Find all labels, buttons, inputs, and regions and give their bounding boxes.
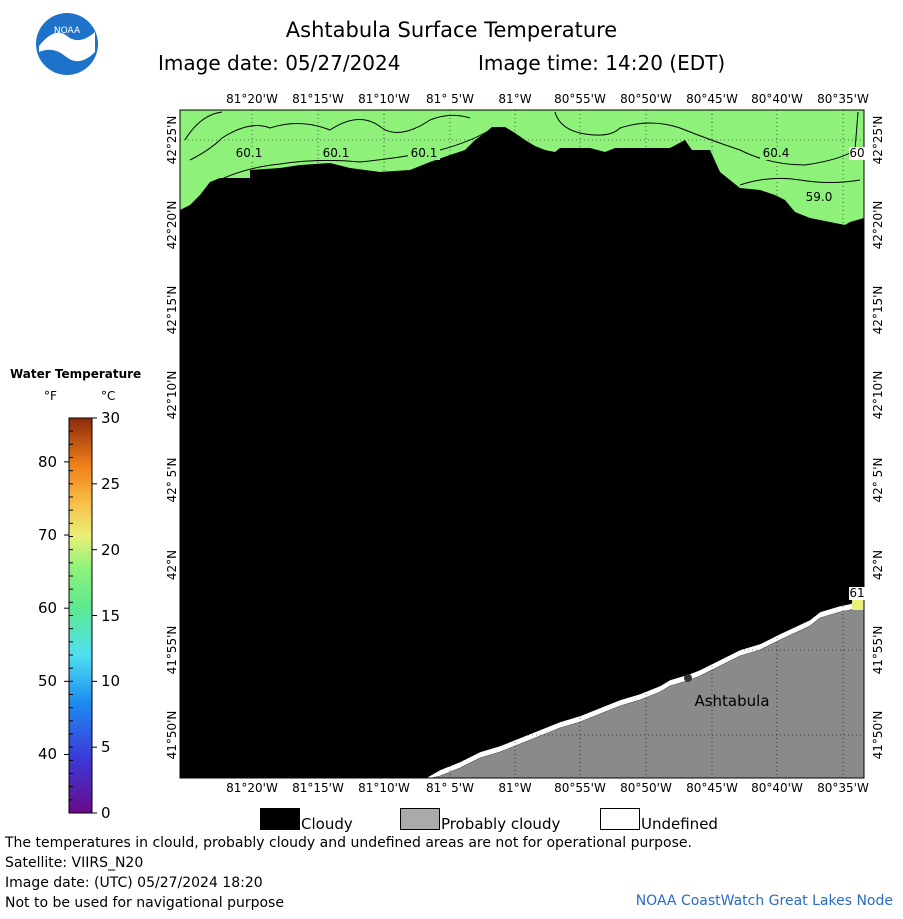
legend-f-tick: 80 [38, 452, 58, 471]
lat-label-right: 41°55'N [871, 626, 885, 675]
legend-colorbar [64, 417, 97, 814]
lon-label-top: 81°15'W [292, 92, 344, 106]
map-title: Ashtabula Surface Temperature [285, 18, 618, 42]
lon-label-top: 80°45'W [686, 92, 738, 106]
land-area [432, 604, 864, 778]
lon-label-top: 81° 5'W [426, 92, 474, 106]
legend-f-tick: 50 [38, 672, 58, 691]
footer-notice: The temperatures in clould, probably clo… [5, 835, 692, 851]
city-label: Ashtabula [694, 692, 769, 710]
lat-label-right: 42°25'N [871, 116, 885, 165]
contour-label: 60.4 [763, 146, 790, 160]
footer-utc-date: Image date: (UTC) 05/27/2024 18:20 [5, 875, 263, 891]
legend-c-tick: 10 [101, 672, 121, 691]
lat-label-left: 42° 5'N [165, 458, 179, 503]
lat-label-left: 42°15'N [165, 286, 179, 335]
city-marker-icon [684, 674, 692, 682]
legend-c-tick: 25 [101, 474, 121, 493]
key-cloudy-swatch [260, 808, 300, 830]
cloud-mask [180, 127, 864, 778]
legend-c-tick: 5 [101, 738, 111, 757]
legend-f-tick: 70 [38, 526, 58, 545]
lat-label-left: 41°50'N [165, 711, 179, 760]
logo-text: NOAA [54, 26, 81, 36]
legend-f-tick: 60 [38, 599, 58, 618]
footer-credit: NOAA CoastWatch Great Lakes Node [635, 893, 893, 909]
legend-c-tick: 0 [101, 804, 111, 822]
lon-label-bottom: 81° 5'W [426, 781, 474, 795]
lon-label-top: 81°10'W [358, 92, 410, 106]
lon-label-bottom: 80°50'W [620, 781, 672, 795]
contour-label: 60.1 [323, 146, 350, 160]
legend-c-tick: 30 [101, 409, 121, 427]
lat-label-right: 42°N [871, 550, 885, 580]
lon-label-bottom: 80°35'W [817, 781, 869, 795]
image-date: Image date: 05/27/2024 [158, 51, 401, 75]
lon-label-top: 81°20'W [226, 92, 278, 106]
lat-label-left: 42°10'N [165, 371, 179, 420]
contour-label: 60.1 [236, 146, 263, 160]
legend-f-tick: 40 [38, 745, 58, 764]
lon-label-bottom: 81°W [498, 781, 531, 795]
lon-label-top: 80°40'W [751, 92, 803, 106]
lon-label-top: 80°55'W [554, 92, 606, 106]
lon-label-bottom: 81°10'W [358, 781, 410, 795]
lon-label-top: 80°35'W [817, 92, 869, 106]
lat-label-left: 42°N [165, 550, 179, 580]
legend-title: Water Temperature [10, 367, 142, 381]
lat-label-right: 42°20'N [871, 201, 885, 250]
image-time: Image time: 14:20 (EDT) [478, 51, 726, 75]
footer-nav-warning: Not to be used for navigational purpose [5, 895, 284, 911]
footer-satellite: Satellite: VIIRS_N20 [5, 855, 144, 871]
unit-celsius: °C [101, 389, 116, 403]
lon-label-bottom: 80°45'W [686, 781, 738, 795]
lat-label-left: 42°20'N [165, 201, 179, 250]
key-probably-cloudy-label: Probably cloudy [441, 815, 561, 833]
lat-label-left: 42°25'N [165, 116, 179, 165]
noaa-logo-icon: NOAA [36, 13, 98, 75]
lat-label-right: 42°10'N [871, 371, 885, 420]
contour-label: 60.1 [411, 146, 438, 160]
lon-label-bottom: 81°20'W [226, 781, 278, 795]
lat-label-left: 41°55'N [165, 626, 179, 675]
lon-label-bottom: 81°15'W [292, 781, 344, 795]
contour-label: 59.0 [806, 190, 833, 204]
unit-fahrenheit: °F [44, 389, 57, 403]
key-probably-cloudy-swatch [400, 808, 440, 830]
lon-label-top: 80°50'W [620, 92, 672, 106]
contour-label: 61 [849, 586, 864, 600]
legend-c-tick: 20 [101, 540, 121, 559]
lon-label-bottom: 80°40'W [751, 781, 803, 795]
key-undefined-swatch [600, 808, 640, 830]
contour-label: 60 [849, 146, 864, 160]
lat-label-right: 41°50'N [871, 711, 885, 760]
key-undefined-label: Undefined [641, 815, 718, 833]
legend-c-tick: 15 [101, 606, 121, 625]
lon-label-top: 81°W [498, 92, 531, 106]
lat-label-right: 42° 5'N [871, 458, 885, 503]
lat-label-right: 42°15'N [871, 286, 885, 335]
lon-label-bottom: 80°55'W [554, 781, 606, 795]
key-cloudy-label: Cloudy [301, 815, 353, 833]
map-frame [179, 109, 865, 779]
